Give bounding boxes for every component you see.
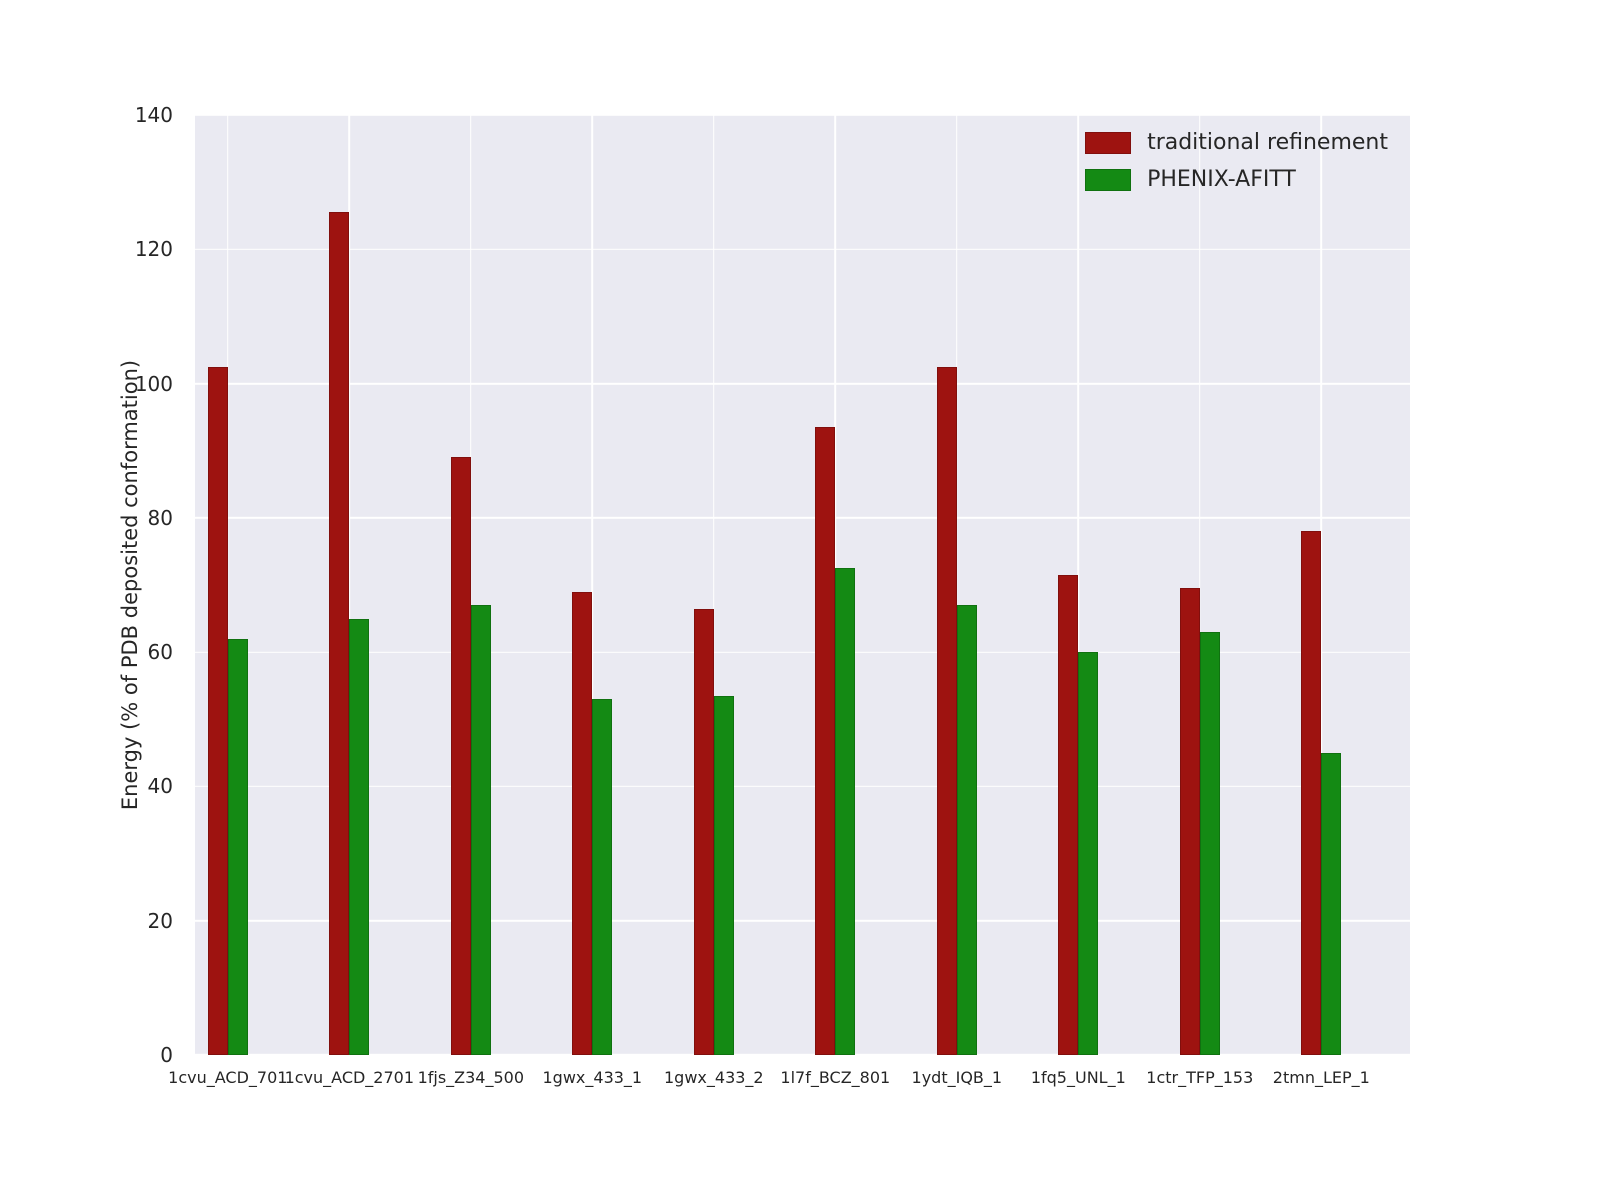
y-tick-label: 100	[134, 371, 173, 396]
legend-entry-traditional-refinement: traditional refinement	[1085, 130, 1388, 155]
x-tick-label: 1fq5_UNL_1	[1030, 1068, 1126, 1087]
x-tick-label: 2tmn_LEP_1	[1272, 1068, 1370, 1087]
bar-phenix-afitt	[1078, 652, 1099, 1055]
y-tick-label: 120	[134, 237, 173, 262]
plot-area: traditional refinement PHENIX-AFITT	[195, 114, 1410, 1056]
bar-traditional-refinement	[1058, 574, 1079, 1055]
legend-swatch-traditional-refinement	[1085, 131, 1132, 154]
x-axis-ticks: 1cvu_ACD_701 1cvu_ACD_2701 1fjs_Z34_500 1gw…	[168, 1068, 1410, 1098]
gridline-vertical	[1320, 115, 1323, 1055]
gridline-horizontal	[195, 919, 1410, 922]
gridline-horizontal	[195, 1054, 1410, 1056]
bar-phenix-afitt	[470, 605, 491, 1055]
bar-traditional-refinement	[572, 591, 593, 1055]
legend-swatch-phenix-afitt	[1085, 168, 1132, 191]
x-tick-label: 1gwx_433_2	[663, 1068, 764, 1087]
gridline-vertical	[227, 115, 229, 1055]
gridline-vertical	[713, 115, 715, 1055]
x-tick-label: 1gwx_433_1	[542, 1068, 643, 1087]
legend-label: PHENIX-AFITT	[1147, 167, 1296, 192]
bar-phenix-afitt	[349, 618, 370, 1055]
gridline-vertical	[1199, 115, 1201, 1055]
bar-traditional-refinement	[1179, 588, 1200, 1055]
y-tick-label: 80	[147, 505, 173, 530]
y-tick-label: 20	[147, 908, 173, 933]
gridline-horizontal	[195, 114, 1410, 116]
gridline-horizontal	[195, 382, 1410, 385]
legend-entry-phenix-afitt: PHENIX-AFITT	[1085, 167, 1388, 192]
bars-layer	[195, 115, 1410, 1055]
x-tick-label: 1cvu_ACD_2701	[284, 1068, 415, 1087]
bar-phenix-afitt	[1321, 752, 1342, 1055]
y-tick-label: 60	[147, 640, 173, 665]
y-tick-label: 140	[134, 103, 173, 127]
gridline-horizontal	[195, 248, 1410, 251]
bar-phenix-afitt	[956, 605, 977, 1055]
gridline-vertical	[470, 115, 472, 1055]
bar-traditional-refinement	[693, 608, 714, 1055]
bar-traditional-refinement	[936, 366, 957, 1055]
bar-phenix-afitt	[713, 695, 734, 1055]
legend: traditional refinement PHENIX-AFITT	[1085, 130, 1388, 192]
bar-traditional-refinement	[450, 457, 471, 1055]
y-tick-label: 40	[147, 774, 173, 799]
gridline-vertical	[348, 115, 351, 1055]
bar-phenix-afitt	[592, 699, 613, 1055]
y-axis-ticks: 0 20 40 60 80 100 120 140	[0, 103, 183, 1067]
x-tick-label: 1fjs_Z34_500	[417, 1068, 525, 1087]
gridline-horizontal	[195, 651, 1410, 653]
y-tick-label: 0	[160, 1043, 173, 1067]
x-tick-label: 1l7f_BCZ_801	[780, 1068, 891, 1087]
gridline-vertical	[591, 115, 594, 1055]
bar-traditional-refinement	[329, 212, 350, 1055]
gridline-horizontal	[195, 785, 1410, 788]
bar-traditional-refinement	[1301, 531, 1322, 1055]
bar-phenix-afitt	[835, 568, 856, 1055]
x-tick-label: 1ctr_TFP_153	[1146, 1068, 1254, 1087]
bar-traditional-refinement	[815, 427, 836, 1055]
x-tick-label: 1ydt_IQB_1	[911, 1068, 1003, 1087]
x-tick-label: 1cvu_ACD_701	[168, 1068, 288, 1087]
bar-phenix-afitt	[227, 638, 248, 1055]
legend-label: traditional refinement	[1147, 130, 1388, 155]
gridline-vertical	[1077, 115, 1080, 1055]
bar-traditional-refinement	[207, 366, 228, 1055]
gridline-horizontal	[195, 517, 1410, 519]
bar-phenix-afitt	[1199, 632, 1220, 1055]
gridline-vertical	[956, 115, 958, 1055]
